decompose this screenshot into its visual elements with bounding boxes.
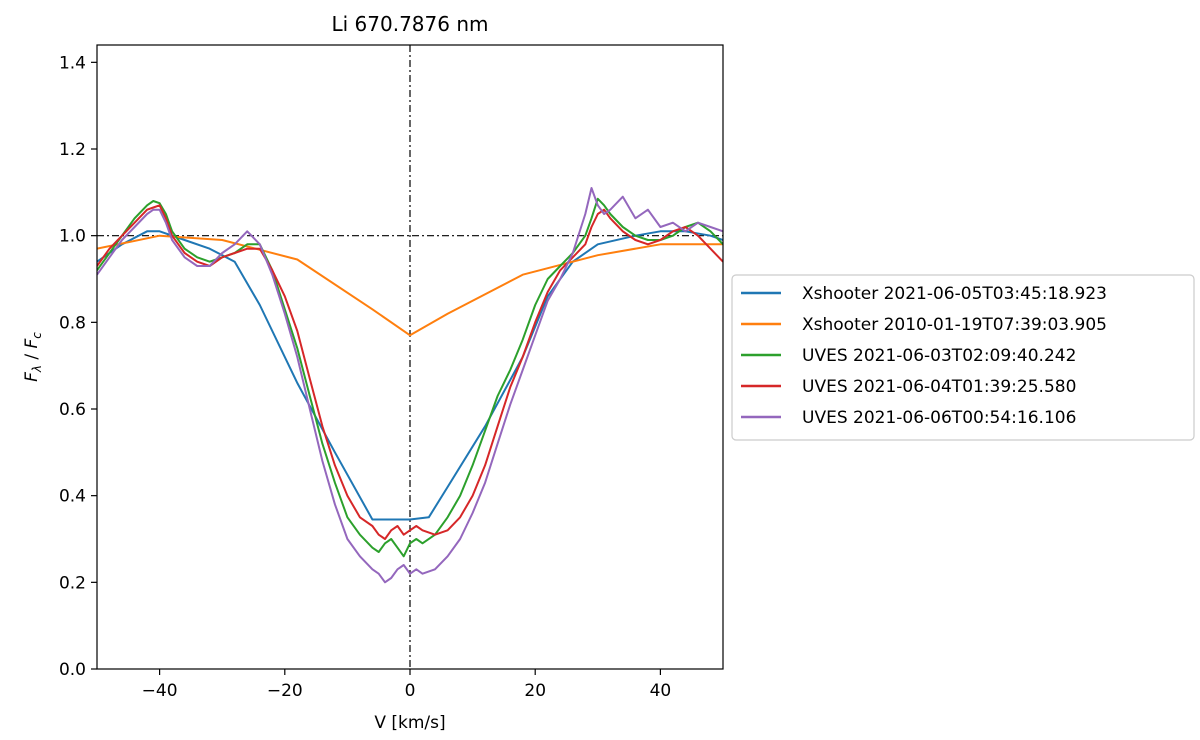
legend-label-4: UVES 2021-06-04T01:39:25.580 [802,377,1076,397]
x-axis: −40 −20 0 20 40 [142,669,672,701]
x-tick-label: 0 [405,681,416,701]
x-axis-label: V [km/s] [374,713,445,733]
legend-label-5: UVES 2021-06-06T00:54:16.106 [802,408,1076,428]
y-axis-label: Fλ / Fc [22,332,44,382]
x-tick-label: −40 [142,681,178,701]
plot-area [96,44,724,670]
legend-label-1: Xshooter 2021-06-05T03:45:18.923 [802,284,1107,304]
y-tick-label: 0.0 [59,660,86,680]
x-tick-label: −20 [267,681,303,701]
legend-label-2: Xshooter 2010-01-19T07:39:03.905 [802,315,1107,335]
y-tick-label: 1.2 [59,140,86,160]
series-line-2 [97,234,723,337]
legend-label-3: UVES 2021-06-03T02:09:40.242 [802,346,1076,366]
series-lines [97,187,723,584]
y-tick-label: 0.6 [59,400,86,420]
x-tick-label: 20 [524,681,546,701]
series-line-5 [97,187,723,584]
reference-lines [97,45,723,669]
y-tick-label: 1.0 [59,227,86,247]
y-axis-label-sep: / [22,348,42,365]
y-tick-label: 0.8 [59,313,86,333]
chart-title: Li 670.7876 nm [331,12,488,36]
y-axis-label-sub1: λ [30,365,44,373]
y-tick-label: 0.4 [59,487,86,507]
series-line-3 [97,197,723,558]
y-axis-label-main2: F [22,338,42,348]
y-axis-label-sub2: c [30,332,44,339]
x-tick-label: 40 [650,681,672,701]
y-tick-label: 0.2 [59,573,86,593]
legend-box [731,274,1195,441]
y-tick-label: 1.4 [59,53,86,73]
y-axis: 0.0 0.2 0.4 0.6 0.8 1.0 1.2 1.4 [59,53,97,680]
y-axis-label-main: F [22,372,42,382]
legend: Xshooter 2021-06-05T03:45:18.923 Xshooter… [731,274,1195,441]
